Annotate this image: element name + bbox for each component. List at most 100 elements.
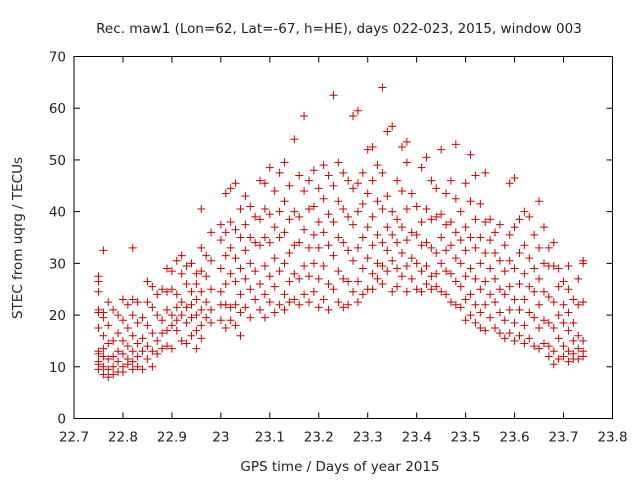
data-point <box>432 282 441 291</box>
data-point <box>226 243 235 252</box>
data-point <box>295 212 304 221</box>
data-point <box>515 249 524 258</box>
data-point <box>476 308 485 317</box>
data-points <box>94 83 588 382</box>
data-point <box>138 334 147 343</box>
data-point <box>564 357 573 366</box>
x-tick-label: 23.2 <box>304 430 334 446</box>
data-point <box>236 331 245 340</box>
data-point <box>491 249 500 258</box>
data-point <box>525 212 534 221</box>
data-point <box>456 259 465 268</box>
data-point <box>417 163 426 172</box>
data-point <box>207 256 216 265</box>
data-point <box>109 336 118 345</box>
data-point <box>574 355 583 364</box>
data-point <box>275 300 284 309</box>
data-point <box>486 264 495 273</box>
data-point <box>128 357 137 366</box>
data-point <box>265 238 274 247</box>
data-point <box>412 259 421 268</box>
data-point <box>104 373 113 382</box>
data-point <box>319 194 328 203</box>
data-point <box>256 280 265 289</box>
y-tick-label: 50 <box>49 153 66 169</box>
data-point <box>192 280 201 289</box>
data-point <box>383 246 392 255</box>
data-point <box>295 274 304 283</box>
data-point <box>295 300 304 309</box>
data-point <box>505 305 514 314</box>
data-point <box>285 215 294 224</box>
data-point <box>344 277 353 286</box>
data-point <box>535 197 544 206</box>
data-point <box>393 176 402 185</box>
data-point <box>569 336 578 345</box>
data-point <box>207 305 216 314</box>
y-tick-label: 70 <box>49 50 66 66</box>
data-point <box>349 220 358 229</box>
data-point <box>334 233 343 242</box>
data-point <box>128 365 137 374</box>
data-point <box>123 324 132 332</box>
data-point <box>417 267 426 276</box>
data-point <box>128 295 137 304</box>
data-point <box>148 329 157 338</box>
data-point <box>363 223 372 232</box>
data-point <box>422 153 431 162</box>
data-point <box>99 370 108 379</box>
data-point <box>559 352 568 361</box>
data-point <box>295 238 304 247</box>
data-point <box>520 269 529 278</box>
data-point <box>422 261 431 270</box>
data-point <box>481 217 490 226</box>
data-point <box>481 300 490 309</box>
data-point <box>407 274 416 283</box>
data-point <box>564 326 573 335</box>
data-point <box>324 305 333 314</box>
data-point <box>202 298 211 307</box>
data-point <box>486 215 495 224</box>
data-point <box>451 194 460 203</box>
data-point <box>378 280 387 289</box>
data-point <box>138 313 147 322</box>
data-point <box>153 311 162 320</box>
data-point <box>270 223 279 232</box>
data-point <box>138 347 147 356</box>
data-point <box>280 259 289 268</box>
data-point <box>309 287 318 296</box>
x-tick-label: 22.7 <box>59 430 89 446</box>
data-point <box>221 251 230 260</box>
data-point <box>515 305 524 314</box>
data-point <box>363 145 372 154</box>
data-point <box>192 311 201 320</box>
data-point <box>163 305 172 314</box>
data-point <box>158 316 167 325</box>
data-point <box>402 137 411 146</box>
data-point <box>505 282 514 291</box>
data-point <box>182 339 191 348</box>
data-point <box>344 300 353 309</box>
data-point <box>260 205 269 214</box>
data-point <box>177 298 186 307</box>
data-point <box>456 303 465 312</box>
data-point <box>476 199 485 208</box>
data-point <box>256 215 265 224</box>
data-point <box>109 362 118 371</box>
data-point <box>251 267 260 276</box>
data-point <box>187 259 196 268</box>
data-point <box>446 241 455 250</box>
data-point <box>94 287 103 296</box>
data-point <box>339 205 348 214</box>
data-point <box>285 249 294 258</box>
data-point <box>510 336 519 345</box>
data-point <box>368 241 377 250</box>
data-point <box>314 274 323 283</box>
data-point <box>358 264 367 273</box>
data-point <box>251 212 260 221</box>
data-point <box>530 230 539 239</box>
data-point <box>397 186 406 195</box>
data-point <box>437 233 446 242</box>
data-point <box>226 316 235 325</box>
